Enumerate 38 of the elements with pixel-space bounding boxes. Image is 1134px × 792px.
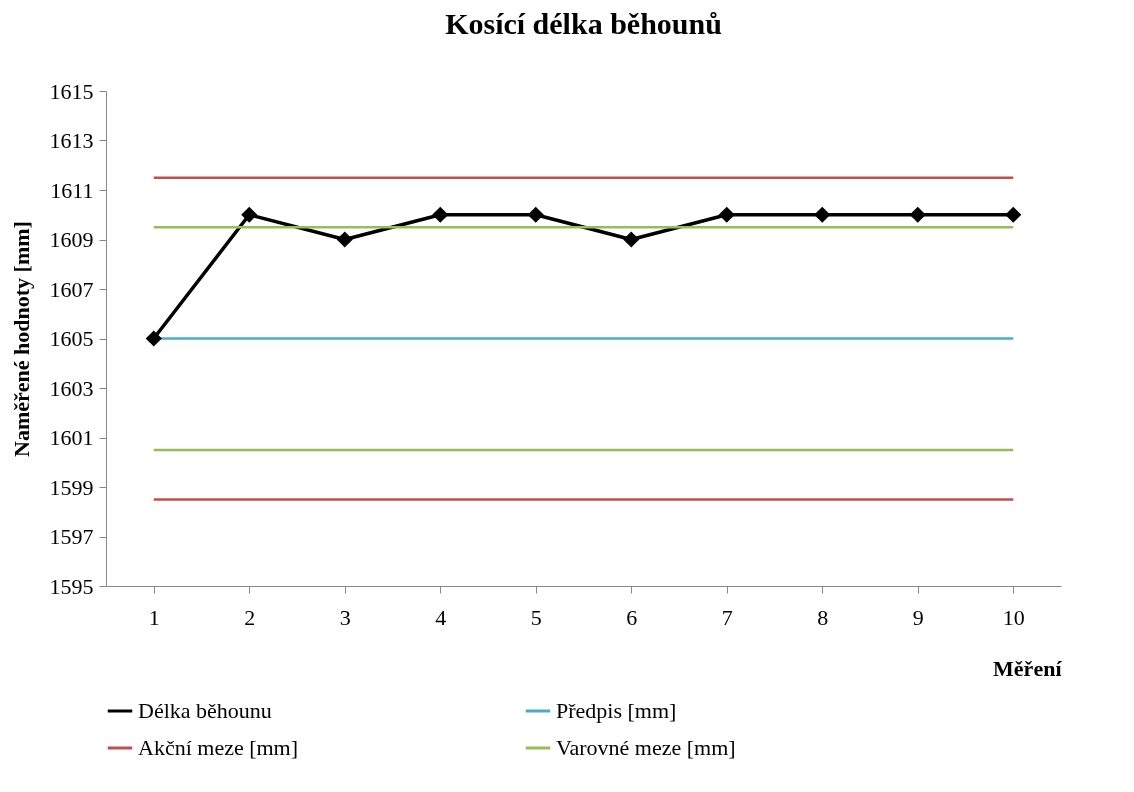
x-tick-label: 8 xyxy=(817,604,829,630)
y-tick-label: 1607 xyxy=(49,276,94,302)
point xyxy=(623,231,640,248)
y-axis-title: Naměřené hodnoty [mm] xyxy=(8,221,34,457)
point xyxy=(336,231,353,248)
y-tick-label: 1613 xyxy=(49,128,94,153)
point xyxy=(432,206,449,223)
y-tick-label: 1599 xyxy=(49,474,94,500)
point xyxy=(527,206,544,223)
legend-label: Předpis [mm] xyxy=(556,698,677,723)
y-tick-label: 1597 xyxy=(49,524,94,549)
point xyxy=(909,206,926,223)
x-tick-label: 3 xyxy=(339,604,351,630)
x-axis-title: Měření xyxy=(993,655,1063,681)
legend-label: Délka běhounu xyxy=(138,698,272,723)
chart-title: Kosící délka běhounů xyxy=(445,7,722,40)
point xyxy=(718,206,735,223)
x-tick-label: 4 xyxy=(435,604,447,630)
y-tick-label: 1601 xyxy=(49,425,94,450)
y-tick-label: 1605 xyxy=(49,326,94,351)
x-tick-label: 2 xyxy=(244,604,256,630)
x-tick-label: 5 xyxy=(530,604,542,630)
y-tick-label: 1603 xyxy=(49,375,94,401)
legend-label: Akční meze [mm] xyxy=(138,735,299,760)
x-tick-label: 7 xyxy=(721,604,733,630)
y-tick-label: 1609 xyxy=(49,227,94,252)
point xyxy=(241,206,258,223)
point xyxy=(1005,206,1022,223)
y-tick-label: 1611 xyxy=(50,177,94,203)
legend-label: Varovné meze [mm] xyxy=(556,735,736,760)
point xyxy=(814,206,831,223)
x-tick-label: 6 xyxy=(626,604,638,630)
x-tick-label: 9 xyxy=(912,604,924,630)
point xyxy=(145,330,162,347)
x-tick-label: 1 xyxy=(148,604,160,630)
y-tick-label: 1595 xyxy=(49,573,94,599)
y-tick-label: 1615 xyxy=(49,78,94,104)
x-tick-label: 10 xyxy=(1002,604,1025,630)
